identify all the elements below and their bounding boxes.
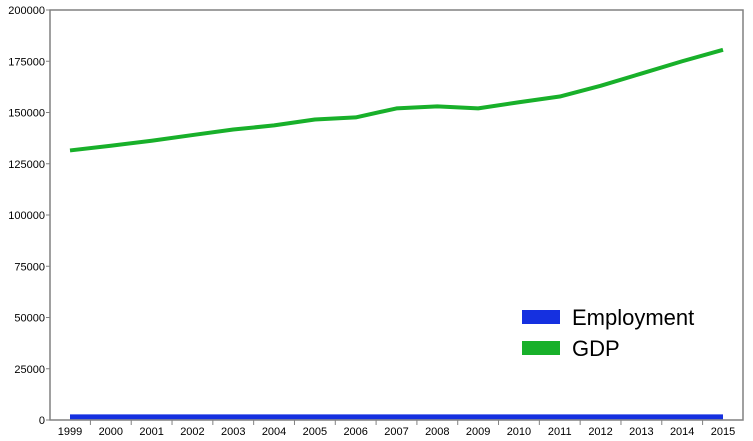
x-tick-label: 2010	[507, 426, 531, 438]
x-tick-label: 2004	[262, 426, 286, 438]
plot-frame	[49, 9, 744, 421]
x-tick-label: 2007	[384, 426, 408, 438]
y-tick-label: 25000	[14, 364, 45, 376]
y-tick-label: 175000	[8, 56, 45, 68]
legend-label-gdp: GDP	[572, 336, 620, 361]
y-tick-label: 150000	[8, 108, 45, 120]
x-tick-label: 2015	[711, 426, 735, 438]
y-tick-label: 200000	[8, 5, 45, 17]
x-tick-label: 2012	[588, 426, 612, 438]
x-tick-label: 2008	[425, 426, 449, 438]
legend: Employment GDP	[522, 305, 694, 361]
x-tick-label: 1999	[58, 426, 82, 438]
x-tick-label: 2000	[99, 426, 123, 438]
y-tick-label: 75000	[14, 261, 45, 273]
x-tick-label: 2011	[548, 426, 572, 438]
x-tick-label: 2006	[343, 426, 367, 438]
legend-label-employment: Employment	[572, 305, 694, 330]
legend-swatch-employment	[522, 310, 560, 324]
x-tick-label: 2001	[139, 426, 163, 438]
y-tick-label: 0	[39, 415, 45, 427]
legend-swatch-gdp	[522, 341, 560, 355]
y-tick-label: 50000	[14, 313, 45, 325]
x-tick-label: 2002	[180, 426, 204, 438]
x-tick-label: 2014	[670, 426, 694, 438]
x-tick-label: 2003	[221, 426, 245, 438]
y-tick-label: 125000	[8, 159, 45, 171]
x-tick-label: 2013	[629, 426, 653, 438]
y-tick-label: 100000	[8, 210, 45, 222]
x-tick-label: 2005	[303, 426, 327, 438]
series-line-gdp	[69, 47, 724, 153]
x-tick-label: 2009	[466, 426, 490, 438]
